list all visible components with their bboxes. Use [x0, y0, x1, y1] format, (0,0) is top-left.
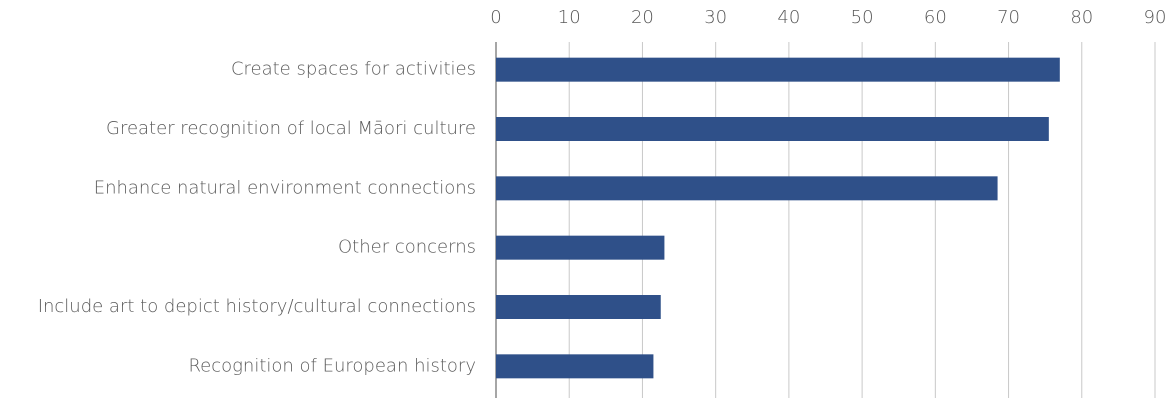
- y-tick-label: Create spaces for activities: [231, 59, 476, 80]
- bar: [496, 235, 665, 260]
- y-tick-label: Recognition of European history: [188, 355, 476, 376]
- y-tick-label: Enhance natural environment connections: [94, 177, 476, 198]
- x-tick-label: 50: [851, 7, 874, 28]
- bar: [496, 57, 1060, 82]
- x-tick-label: 0: [490, 7, 501, 28]
- x-tick-label: 80: [1070, 7, 1093, 28]
- x-tick-label: 10: [558, 7, 581, 28]
- x-tick-label: 40: [777, 7, 800, 28]
- y-tick-label: Greater recognition of local Māori cultu…: [106, 118, 476, 139]
- x-tick-label: 90: [1144, 7, 1167, 28]
- y-tick-label: Other concerns: [338, 237, 476, 258]
- y-tick-label: Include art to depict history/cultural c…: [38, 296, 476, 317]
- x-tick-label: 70: [997, 7, 1020, 28]
- bar: [496, 176, 998, 201]
- x-tick-label: 60: [924, 7, 947, 28]
- x-tick-label: 20: [631, 7, 654, 28]
- bar: [496, 117, 1049, 141]
- x-tick-label: 30: [704, 7, 727, 28]
- bar: [496, 295, 661, 319]
- bar: [496, 354, 654, 379]
